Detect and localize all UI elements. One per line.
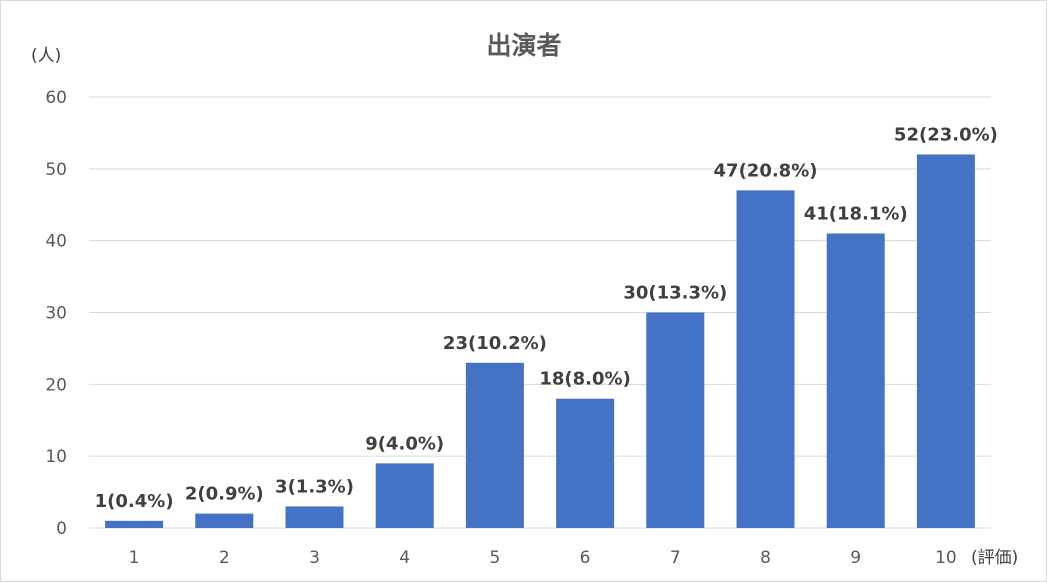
- bar: [556, 398, 615, 528]
- bar: [195, 513, 254, 528]
- x-tick-label: 7: [670, 548, 681, 568]
- x-tick-label: 10: [935, 548, 957, 568]
- bar: [736, 190, 795, 528]
- y-axis-ticks: 0 10 20 30 40 50 60: [45, 88, 67, 539]
- data-label: 18(8.0%): [539, 369, 630, 390]
- bar: [465, 362, 524, 528]
- data-label: 52(23.0%): [894, 124, 998, 145]
- x-tick-label: 6: [580, 548, 591, 568]
- x-tick-label: 2: [219, 548, 230, 568]
- bar: [826, 233, 885, 528]
- y-tick-label: 0: [56, 519, 67, 539]
- bars: [105, 154, 975, 528]
- data-labels: 1(0.4%) 2(0.9%) 3(1.3%) 9(4.0%) 23(10.2%) 18(…: [95, 124, 998, 511]
- data-label: 9(4.0%): [365, 433, 444, 454]
- data-label: 3(1.3%): [275, 476, 354, 497]
- y-axis-unit-label: (人): [31, 46, 61, 66]
- bar: [916, 154, 975, 528]
- data-label: 30(13.3%): [623, 283, 727, 304]
- y-tick-label: 60: [45, 88, 67, 108]
- bar: [285, 506, 344, 528]
- chart-title: 出演者: [486, 31, 561, 60]
- y-tick-label: 10: [45, 447, 67, 467]
- y-tick-label: 20: [45, 375, 67, 395]
- data-label: 41(18.1%): [804, 203, 908, 224]
- x-axis-ticks: 1 2 3 4 5 6 7 8 9 10: [129, 548, 957, 568]
- gridlines: [89, 96, 991, 529]
- data-label: 47(20.8%): [714, 160, 818, 181]
- x-tick-label: 9: [850, 548, 861, 568]
- bar: [646, 312, 705, 528]
- x-tick-label: 5: [489, 548, 500, 568]
- x-tick-label: 4: [399, 548, 410, 568]
- x-tick-label: 8: [760, 548, 771, 568]
- y-tick-label: 40: [45, 232, 67, 252]
- data-label: 1(0.4%): [95, 491, 174, 512]
- y-tick-label: 50: [45, 160, 67, 180]
- data-label: 2(0.9%): [185, 484, 264, 505]
- y-tick-label: 30: [45, 304, 67, 324]
- x-tick-label: 3: [309, 548, 320, 568]
- bar: [375, 463, 434, 528]
- x-axis-unit-label: (評価): [971, 548, 1018, 568]
- bar: [105, 520, 164, 528]
- x-tick-label: 1: [129, 548, 140, 568]
- data-label: 23(10.2%): [443, 333, 547, 354]
